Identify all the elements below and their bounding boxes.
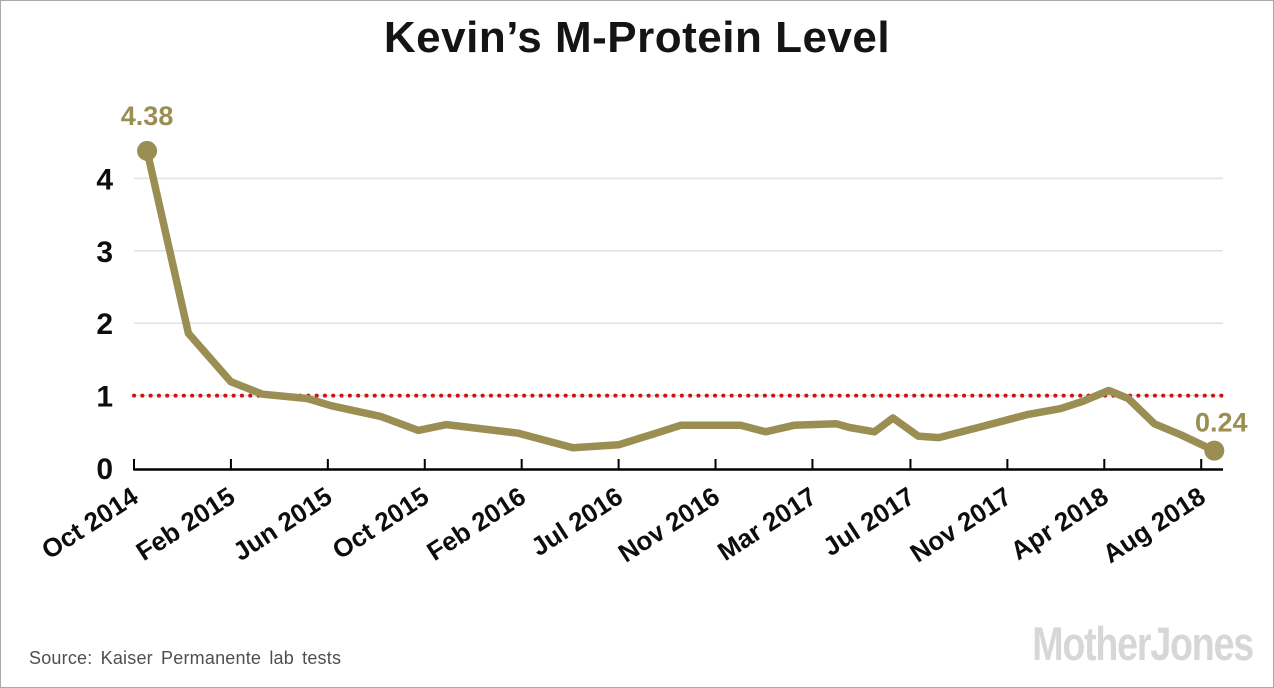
data-point-marker-31 bbox=[1204, 440, 1225, 461]
x-tick-label-2: Jun 2015 bbox=[227, 481, 337, 567]
x-tick-label-3: Oct 2015 bbox=[327, 481, 434, 565]
x-tick-label-10: Apr 2018 bbox=[1005, 481, 1113, 566]
y-tick-label-0: 0 bbox=[96, 453, 113, 486]
x-tick-label-4: Feb 2016 bbox=[421, 481, 531, 567]
x-tick-label-5: Jul 2016 bbox=[525, 481, 627, 562]
x-tick-label-8: Jul 2017 bbox=[817, 481, 919, 562]
x-tick-label-9: Nov 2017 bbox=[905, 481, 1017, 568]
source-credit: Source: Kaiser Permanente lab tests bbox=[29, 648, 341, 669]
y-tick-label-2: 2 bbox=[96, 308, 113, 341]
y-tick-label-1: 1 bbox=[96, 381, 113, 414]
source-text: Kaiser Permanente lab tests bbox=[100, 648, 342, 668]
mprotein-data-line bbox=[143, 147, 1219, 455]
value-annotation-0.24: 0.24 bbox=[1195, 408, 1248, 438]
x-tick-label-7: Mar 2017 bbox=[712, 481, 822, 567]
x-tick-label-6: Nov 2016 bbox=[613, 481, 725, 568]
chart-title: Kevin’s M-Protein Level bbox=[383, 13, 891, 62]
x-tick-label-1: Feb 2015 bbox=[131, 481, 241, 567]
source-prefix: Source: bbox=[29, 648, 93, 668]
y-tick-label-4: 4 bbox=[96, 163, 113, 196]
mother-jones-logo: MotherJones bbox=[1032, 617, 1254, 670]
value-annotation-4.38: 4.38 bbox=[121, 101, 174, 131]
y-tick-label-3: 3 bbox=[96, 236, 113, 269]
data-point-marker-0 bbox=[137, 140, 158, 161]
x-tick-label-0: Oct 2014 bbox=[36, 481, 144, 565]
x-tick-label-11: Aug 2018 bbox=[1097, 481, 1210, 569]
